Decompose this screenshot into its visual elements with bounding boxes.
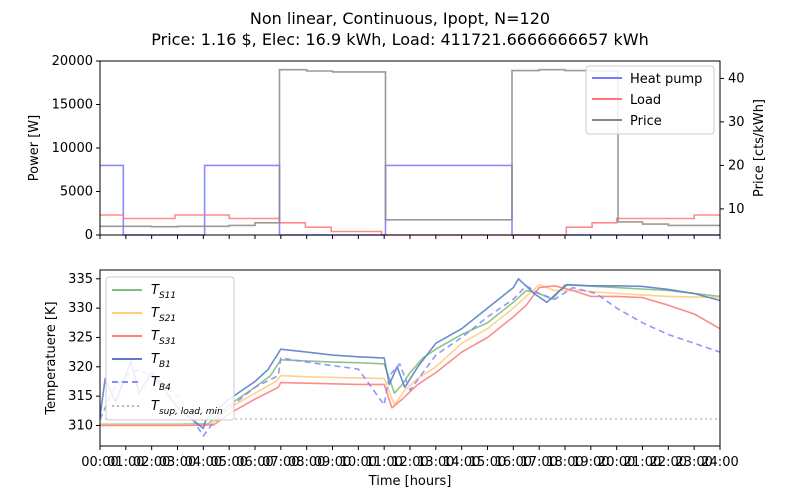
bottom-legend: TS11 TS21 TS31 TB1 TB4 Tsup, load, min — [105, 276, 235, 421]
bottom-y-tick-label: 330 — [68, 301, 93, 316]
top-y2-axis-label: Price [cts/kWh] — [752, 99, 767, 197]
bottom-x-tick-label: 16:00 — [495, 455, 532, 470]
bottom-x-tick-label: 08:00 — [288, 455, 325, 470]
bottom-x-tick-label: 18:00 — [546, 455, 583, 470]
top-legend: Heat pump Load Price — [585, 65, 715, 135]
legend-label-ts31: TS31 — [151, 329, 176, 347]
bottom-plot-frame — [99, 269, 721, 447]
top-y-axis-label: Power [W] — [27, 115, 42, 181]
top-y2-tick-label: 10 — [728, 202, 745, 217]
bottom-x-tick-label: 15:00 — [469, 455, 506, 470]
bottom-x-tick-label: 09:00 — [314, 455, 351, 470]
legend-label-tb4: TB4 — [151, 375, 171, 393]
bottom-x-tick-label: 20:00 — [598, 455, 635, 470]
bottom-x-tick-label: 17:00 — [520, 455, 557, 470]
top-chart-ticks: 0 5000 10000 15000 20000 10 20 30 40 — [52, 54, 745, 243]
bottom-x-tick-label: 19:00 — [572, 455, 609, 470]
top-y-tick-label: 5000 — [60, 185, 93, 200]
bottom-x-tick-label: 13:00 — [417, 455, 454, 470]
top-y2-tick-label: 20 — [728, 158, 745, 173]
bottom-x-tick-label: 05:00 — [210, 455, 247, 470]
legend-label-ts21: TS21 — [151, 306, 176, 324]
bottom-y-tick-label: 325 — [68, 330, 93, 345]
legend-label-ts11: TS11 — [151, 283, 176, 301]
bottom-y-tick-label: 320 — [68, 360, 93, 375]
bottom-y-tick-label: 310 — [68, 418, 93, 433]
top-plot-frame — [99, 60, 721, 236]
bottom-x-axis-label: Time [hours] — [368, 474, 452, 489]
legend-label-heat-pump: Heat pump — [630, 72, 702, 87]
series-line-t-s21 — [100, 283, 721, 426]
bottom-x-tick-label: 22:00 — [650, 455, 687, 470]
series-line-t-s31 — [100, 284, 721, 427]
bottom-x-tick-label: 04:00 — [185, 455, 222, 470]
temperature-chart: 310 315 320 325 330 335 00:0001:0002:0003:0004… — [44, 269, 739, 489]
bottom-chart-ticks: 310 315 320 325 330 335 00:0001:0002:0003:0004… — [68, 272, 739, 470]
legend-label-tsup: Tsup, load, min — [151, 399, 223, 417]
bottom-x-tick-label: 10:00 — [340, 455, 377, 470]
top-chart-marks — [100, 68, 720, 236]
bottom-x-tick-label: 12:00 — [391, 455, 428, 470]
legend-label-price: Price — [630, 114, 662, 129]
power-price-chart: 0 5000 10000 15000 20000 10 20 30 40 Power [W] P… — [27, 54, 767, 243]
legend-label-load: Load — [630, 93, 661, 108]
bottom-y-tick-label: 315 — [68, 389, 93, 404]
bottom-x-tick-label: 06:00 — [236, 455, 273, 470]
top-y-tick-label: 20000 — [52, 54, 93, 69]
legend-label-tb1: TB1 — [151, 352, 171, 370]
bottom-x-tick-label: 07:00 — [262, 455, 299, 470]
bottom-x-tick-label: 23:00 — [675, 455, 712, 470]
top-y-tick-label: 10000 — [52, 141, 93, 156]
bottom-x-tick-label: 03:00 — [159, 455, 196, 470]
figure-title-line1: Non linear, Continuous, Ipopt, N=120 — [250, 9, 550, 28]
bottom-x-tick-label: 01:00 — [107, 455, 144, 470]
series-line-price — [100, 68, 720, 228]
series-line-load — [100, 214, 720, 236]
bottom-x-tick-label: 11:00 — [365, 455, 402, 470]
bottom-x-tick-label: 14:00 — [443, 455, 480, 470]
bottom-x-tick-label: 02:00 — [133, 455, 170, 470]
top-y-tick-label: 0 — [85, 228, 93, 243]
bottom-y-tick-label: 335 — [68, 272, 93, 287]
top-legend-box — [585, 65, 715, 135]
top-y2-tick-label: 40 — [728, 71, 745, 86]
top-y-tick-label: 15000 — [52, 98, 93, 113]
bottom-x-tick-label: 24:00 — [701, 455, 738, 470]
bottom-x-tick-label: 00:00 — [81, 455, 118, 470]
figure-title-line2: Price: 1.16 $, Elec: 16.9 kWh, Load: 411… — [151, 30, 648, 49]
bottom-y-axis-label: Temperatuere [K] — [44, 301, 59, 415]
top-y2-tick-label: 30 — [728, 115, 745, 130]
bottom-x-tick-label: 21:00 — [624, 455, 661, 470]
